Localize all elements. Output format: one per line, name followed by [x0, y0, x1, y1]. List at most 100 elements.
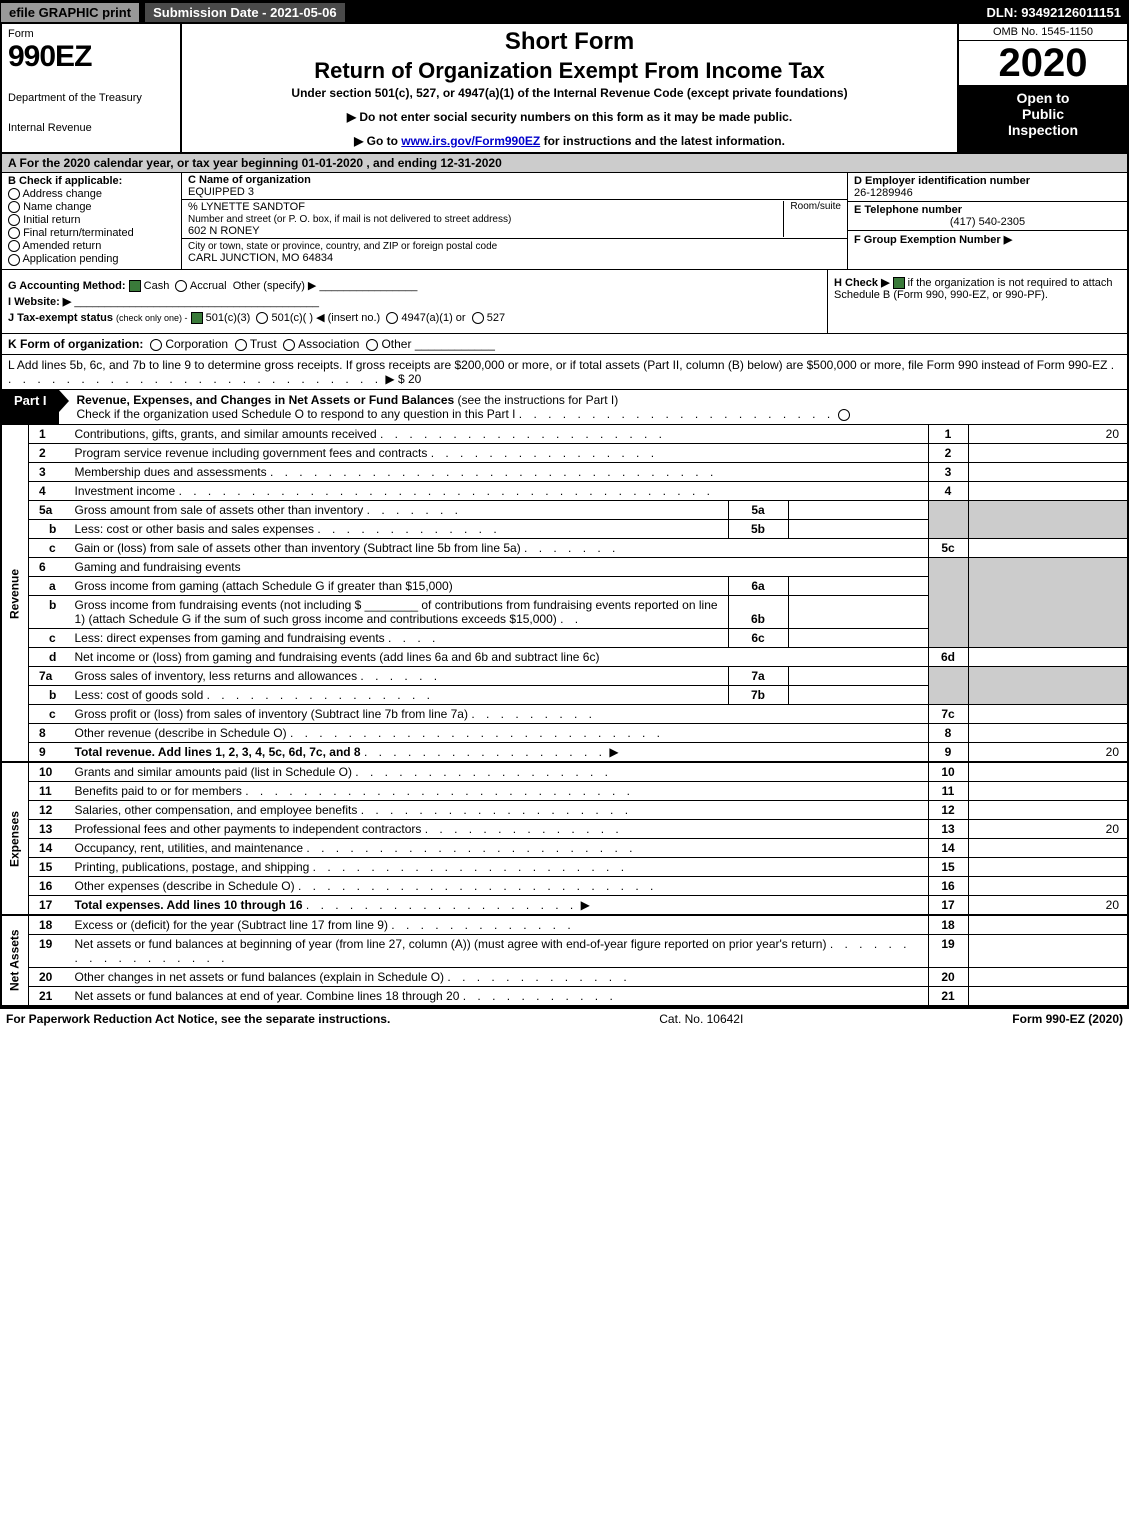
dept-irs: Internal Revenue: [8, 122, 174, 134]
checkbox-icon: [235, 339, 247, 351]
dept-treasury: Department of the Treasury: [8, 92, 174, 104]
e-phone-value: (417) 540-2305: [854, 216, 1121, 228]
page-footer: For Paperwork Reduction Act Notice, see …: [0, 1007, 1129, 1029]
line-17: 17Total expenses. Add lines 10 through 1…: [1, 895, 1128, 915]
header-right: OMB No. 1545-1150 2020 Open to Public In…: [957, 24, 1127, 152]
netassets-side-label: Net Assets: [1, 915, 29, 1006]
checkbox-icon[interactable]: [838, 409, 850, 421]
checkbox-icon: [8, 188, 20, 200]
section-def: D Employer identification number 26-1289…: [847, 173, 1127, 269]
line-6: 6Gaming and fundraising events: [1, 557, 1128, 576]
check-icon: [129, 280, 141, 292]
line-20: 20Other changes in net assets or fund ba…: [1, 967, 1128, 986]
open-public-inspection: Open to Public Inspection: [959, 86, 1127, 152]
form-number: 990EZ: [8, 40, 174, 74]
checkbox-icon: [175, 280, 187, 292]
line-7a: 7aGross sales of inventory, less returns…: [1, 666, 1128, 685]
line-9: 9Total revenue. Add lines 1, 2, 3, 4, 5c…: [1, 742, 1128, 762]
j-tax-exempt-status: J Tax-exempt status (check only one) - 5…: [8, 311, 821, 324]
part-1-tab: Part I: [2, 390, 59, 424]
street-address: 602 N RONEY: [188, 225, 260, 237]
checkbox-icon: [8, 214, 20, 226]
tax-year: 2020: [959, 41, 1127, 86]
omb-number: OMB No. 1545-1150: [959, 24, 1127, 41]
chk-application-pending[interactable]: Application pending: [8, 253, 175, 265]
main-title: Return of Organization Exempt From Incom…: [188, 58, 951, 84]
check-icon: [893, 277, 905, 289]
header-mid: Short Form Return of Organization Exempt…: [182, 24, 957, 152]
line-7c: cGross profit or (loss) from sales of in…: [1, 704, 1128, 723]
checkbox-icon: [8, 227, 20, 239]
line-3: 3Membership dues and assessments . . . .…: [1, 462, 1128, 481]
part-1-header: Part I Revenue, Expenses, and Changes in…: [0, 390, 1129, 425]
part-1-check-line: Check if the organization used Schedule …: [77, 407, 516, 421]
top-bar: efile GRAPHIC print Submission Date - 20…: [0, 0, 1129, 24]
line-4: 4Investment income . . . . . . . . . . .…: [1, 481, 1128, 500]
line-13: 13Professional fees and other payments t…: [1, 819, 1128, 838]
line-16: 16Other expenses (describe in Schedule O…: [1, 876, 1128, 895]
line-1: Revenue 1 Contributions, gifts, grants, …: [1, 425, 1128, 444]
line-18: Net Assets 18Excess or (deficit) for the…: [1, 915, 1128, 935]
expenses-side-label: Expenses: [1, 762, 29, 915]
e-phone-label: E Telephone number: [854, 204, 962, 216]
row-a-tax-year: A For the 2020 calendar year, or tax yea…: [0, 154, 1129, 173]
header-left: Form 990EZ Department of the Treasury In…: [2, 24, 182, 152]
irs-link[interactable]: www.irs.gov/Form990EZ: [401, 134, 540, 148]
line-5c: cGain or (loss) from sale of assets othe…: [1, 538, 1128, 557]
check-icon: [191, 312, 203, 324]
chk-name-change[interactable]: Name change: [8, 201, 175, 213]
street-label: Number and street (or P. O. box, if mail…: [188, 214, 511, 225]
checkbox-icon: [150, 339, 162, 351]
efile-print-button[interactable]: efile GRAPHIC print: [0, 2, 140, 23]
checkbox-icon: [386, 312, 398, 324]
city-label: City or town, state or province, country…: [188, 241, 497, 252]
line-5a: 5aGross amount from sale of assets other…: [1, 500, 1128, 519]
checkbox-icon: [472, 312, 484, 324]
dln-label: DLN: 93492126011151: [987, 5, 1129, 20]
checkbox-icon: [8, 254, 20, 266]
care-of: % LYNETTE SANDTOF: [188, 201, 305, 213]
line-2: 2Program service revenue including gover…: [1, 443, 1128, 462]
submission-date-label: Submission Date - 2021-05-06: [144, 2, 346, 23]
checkbox-icon: [256, 312, 268, 324]
chk-amended-return[interactable]: Amended return: [8, 240, 175, 252]
line-11: 11Benefits paid to or for members . . . …: [1, 781, 1128, 800]
footer-cat-no: Cat. No. 10642I: [390, 1012, 1012, 1026]
section-k: K Form of organization: Corporation Trus…: [0, 334, 1129, 355]
section-ghij: G Accounting Method: Cash Accrual Other …: [0, 270, 1129, 334]
g-accounting-method: G Accounting Method: Cash Accrual Other …: [8, 279, 821, 292]
checkbox-icon: [366, 339, 378, 351]
under-section: Under section 501(c), 527, or 4947(a)(1)…: [188, 86, 951, 100]
f-group-exemption-label: F Group Exemption Number ▶: [854, 234, 1012, 246]
h-schedule-b: H Check ▶ if the organization is not req…: [827, 270, 1127, 333]
form-word: Form: [8, 28, 174, 40]
line-15: 15Printing, publications, postage, and s…: [1, 857, 1128, 876]
checkbox-icon: [283, 339, 295, 351]
line-8: 8Other revenue (describe in Schedule O) …: [1, 723, 1128, 742]
checkbox-icon: [8, 201, 20, 213]
chk-address-change[interactable]: Address change: [8, 188, 175, 200]
part-1-title: Revenue, Expenses, and Changes in Net As…: [77, 393, 455, 407]
org-name: EQUIPPED 3: [188, 186, 254, 198]
short-form-title: Short Form: [188, 28, 951, 56]
d-ein-value: 26-1289946: [854, 187, 913, 199]
i-website: I Website: ▶ ___________________________…: [8, 295, 821, 308]
section-c: C Name of organization EQUIPPED 3 % LYNE…: [182, 173, 847, 269]
line-12: 12Salaries, other compensation, and empl…: [1, 800, 1128, 819]
section-b-title: B Check if applicable:: [8, 175, 175, 187]
line-14: 14Occupancy, rent, utilities, and mainte…: [1, 838, 1128, 857]
city-state-zip: CARL JUNCTION, MO 64834: [188, 252, 333, 264]
c-name-label: C Name of organization: [188, 174, 311, 186]
chk-initial-return[interactable]: Initial return: [8, 214, 175, 226]
note-goto: ▶ Go to www.irs.gov/Form990EZ for instru…: [188, 134, 951, 148]
line-6d: dNet income or (loss) from gaming and fu…: [1, 647, 1128, 666]
line-10: Expenses 10Grants and similar amounts pa…: [1, 762, 1128, 782]
chk-final-return[interactable]: Final return/terminated: [8, 227, 175, 239]
footer-form-ref: Form 990-EZ (2020): [1012, 1012, 1123, 1026]
note-ssn: ▶ Do not enter social security numbers o…: [188, 110, 951, 124]
section-b: B Check if applicable: Address change Na…: [2, 173, 182, 269]
line-19: 19Net assets or fund balances at beginni…: [1, 934, 1128, 967]
line-21: 21Net assets or fund balances at end of …: [1, 986, 1128, 1006]
revenue-side-label: Revenue: [1, 425, 29, 762]
room-suite-label: Room/suite: [783, 201, 841, 237]
